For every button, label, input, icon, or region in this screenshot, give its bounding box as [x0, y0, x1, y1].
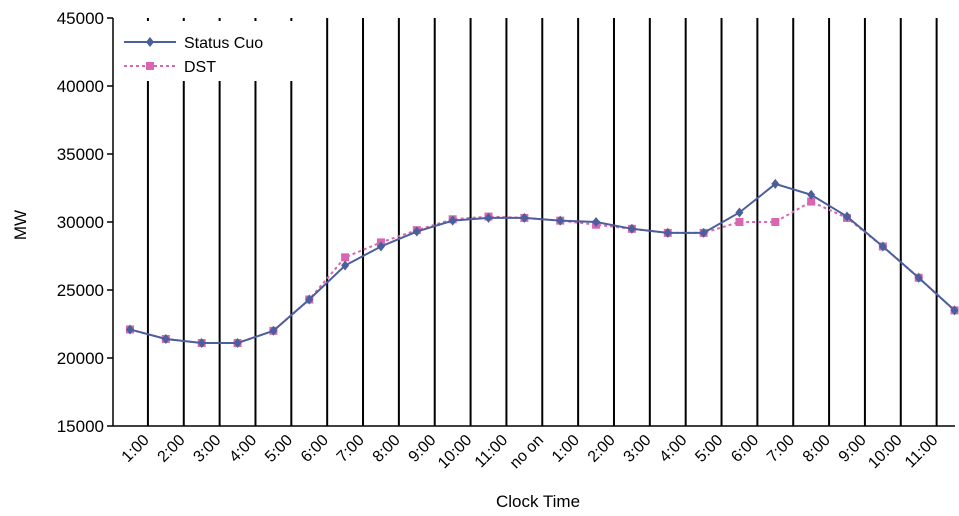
- data-point: [914, 272, 923, 283]
- data-point: [341, 260, 350, 271]
- data-point: [807, 189, 816, 200]
- data-point: [341, 253, 350, 262]
- data-point: [663, 227, 672, 238]
- data-point: [843, 211, 851, 222]
- x-tick-label: 8:00: [370, 432, 404, 466]
- data-point: [161, 333, 170, 344]
- legend-label: DST: [184, 59, 216, 76]
- y-tick-label: 35000: [57, 145, 104, 164]
- legend-label: Status Cuo: [184, 35, 263, 52]
- axes: [107, 17, 955, 427]
- x-tick-label: 7:00: [334, 432, 368, 466]
- x-tick-label: 10:00: [865, 432, 905, 472]
- data-point: [197, 338, 206, 349]
- series-group: [126, 178, 959, 349]
- x-tick-label: 1:00: [549, 432, 583, 466]
- x-tick-label: 6:00: [728, 432, 762, 466]
- x-tick-label: 1:00: [119, 432, 153, 466]
- x-tick-label: 11:00: [902, 432, 942, 472]
- x-tick-label: 4:00: [226, 432, 260, 466]
- x-tick-label: 6:00: [298, 432, 332, 466]
- x-tick-labels: 1:00 2:00 3:00 4:00 5:00 6:00 7:00 8:00 9:0010:0…: [119, 432, 942, 472]
- y-axis-label: MW: [11, 210, 30, 240]
- data-point: [448, 215, 457, 226]
- x-tick-label: no on: [507, 432, 547, 472]
- x-tick-label: 2:00: [155, 432, 189, 466]
- y-tick-label: 30000: [57, 213, 104, 232]
- data-point: [412, 226, 421, 237]
- data-point: [950, 305, 959, 316]
- x-tick-label: 11:00: [472, 432, 512, 472]
- data-point: [699, 227, 708, 238]
- x-tick-label: 4:00: [656, 432, 690, 466]
- data-point: [592, 217, 601, 227]
- series-line-status-cuo: [129, 182, 956, 345]
- data-point: [233, 338, 242, 349]
- x-axis-label: Clock Time: [496, 492, 580, 511]
- y-tick-label: 25000: [57, 281, 104, 300]
- data-point: [484, 212, 493, 223]
- plot-background: [113, 18, 955, 426]
- data-point: [269, 325, 278, 336]
- y-tick-label: 15000: [57, 417, 104, 436]
- data-point: [556, 215, 565, 226]
- data-point: [305, 294, 314, 305]
- x-tick-label: 8:00: [800, 432, 834, 466]
- y-tick-label: 20000: [57, 349, 104, 368]
- y-tick-label: 40000: [57, 77, 104, 96]
- legend-marker: [146, 62, 154, 70]
- plot-area: [113, 18, 955, 426]
- x-tick-label: 3:00: [190, 432, 224, 466]
- data-point: [520, 212, 529, 223]
- data-point: [771, 178, 780, 189]
- x-tick-label: 5:00: [262, 432, 296, 466]
- x-tick-label: 10:00: [435, 432, 475, 472]
- x-tick-label: 3:00: [621, 432, 655, 466]
- data-point: [735, 207, 744, 218]
- x-tick-label: 5:00: [692, 432, 726, 466]
- data-point: [627, 223, 636, 234]
- x-tick-label: 2:00: [585, 432, 619, 466]
- data-point: [126, 324, 134, 335]
- legend: Status Cuo DST: [116, 21, 302, 81]
- legend-marker: [146, 37, 154, 47]
- gridlines: [146, 18, 938, 426]
- data-point: [735, 218, 744, 226]
- y-tick-label: 45000: [57, 9, 104, 28]
- data-point: [376, 241, 385, 252]
- data-point: [807, 197, 816, 206]
- data-point: [771, 218, 780, 226]
- legend-box: [116, 21, 302, 81]
- x-tick-label: 7:00: [764, 432, 798, 466]
- data-point: [878, 241, 887, 252]
- y-tick-labels: 15000 20000 25000 30000 35000 40000 45000: [57, 9, 104, 436]
